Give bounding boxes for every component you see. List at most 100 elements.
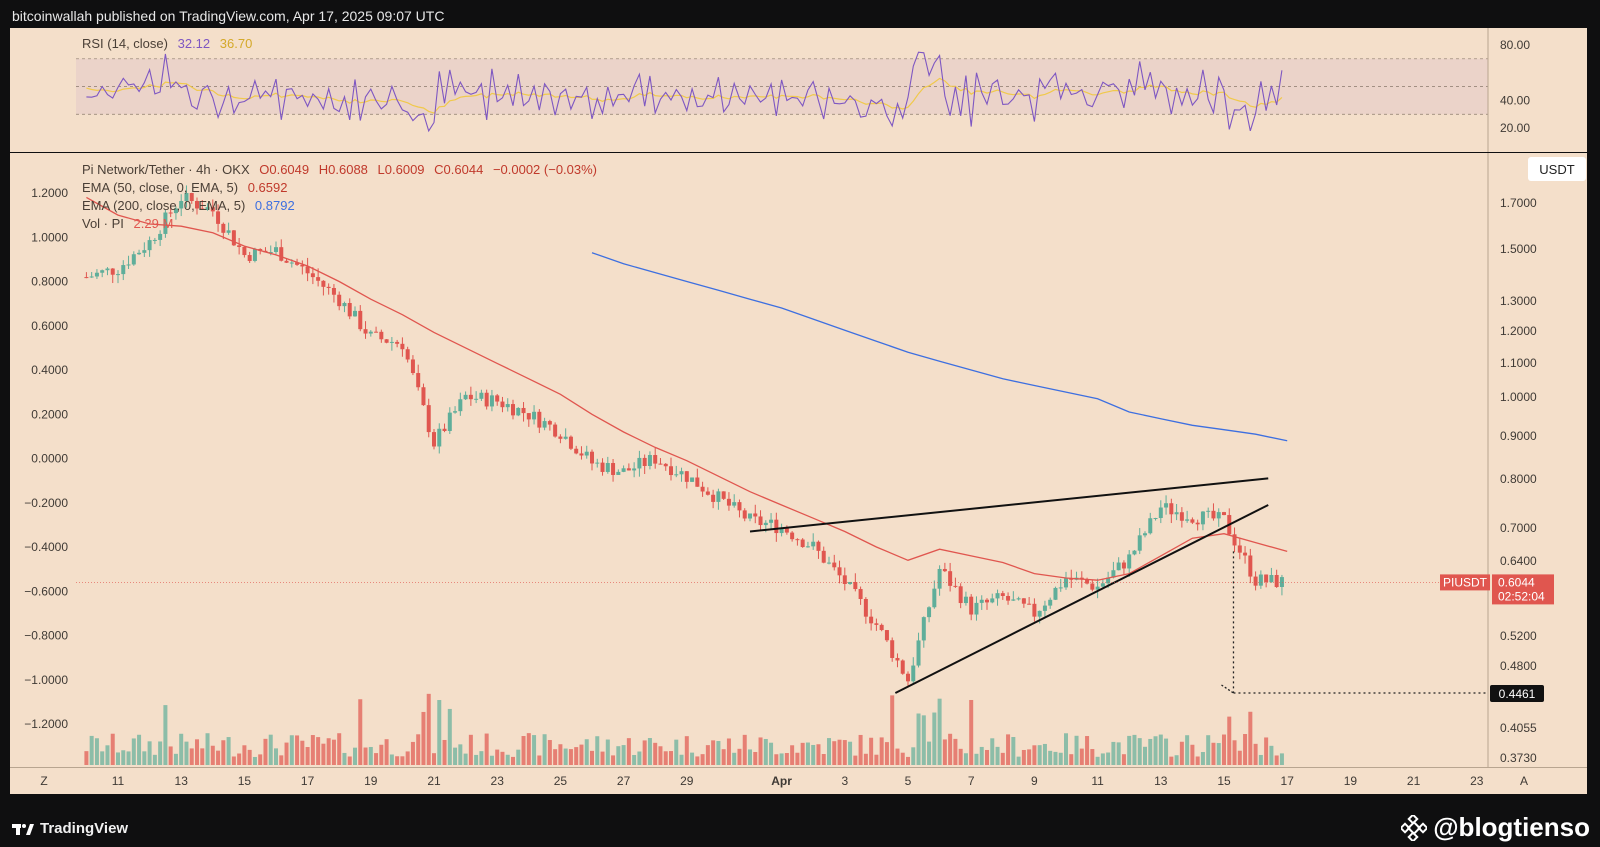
volume-bar [416, 734, 421, 765]
volume-bar [521, 736, 526, 765]
volume-bar [958, 748, 963, 765]
volume-bar [231, 756, 236, 765]
volume-bar [1164, 738, 1169, 765]
candle-body [516, 407, 521, 416]
volume-bar [547, 740, 552, 765]
x-tick-label: 25 [554, 774, 568, 788]
candle-body [384, 339, 389, 343]
candle-body [316, 277, 321, 281]
candle-body [358, 310, 363, 330]
volume-bar [421, 711, 426, 765]
candle-body [632, 468, 637, 471]
volume-bar [195, 739, 199, 765]
volume-bar [669, 751, 673, 765]
volume-bar [642, 740, 647, 765]
candle-body [858, 589, 863, 599]
watermark: @blogtienso [1401, 812, 1590, 843]
candle-body [1169, 503, 1174, 515]
candle-body [1058, 587, 1063, 589]
rsi-tick-label: 20.00 [1500, 121, 1530, 135]
volume-bar [453, 747, 458, 765]
volume-bar [705, 745, 710, 765]
volume-bar [784, 753, 789, 765]
volume-bar [1037, 745, 1042, 765]
candle-body [726, 498, 731, 506]
tradingview-logo[interactable]: TradingView [12, 820, 128, 837]
volume-bar [1016, 756, 1021, 765]
rsi-panel[interactable]: 80.00 40.00 20.00 RSI (14, close) 32.12 36… [10, 28, 1587, 152]
candle-body [131, 254, 136, 265]
volume-bar [463, 753, 468, 765]
volume-bar [1127, 735, 1132, 765]
right-tick-label: 0.9000 [1500, 429, 1537, 443]
volume-bar [690, 752, 695, 765]
volume-bar [94, 738, 99, 765]
right-tick-label: 1.0000 [1500, 390, 1537, 404]
candle-body [837, 567, 842, 576]
x-tick-label: 5 [905, 774, 912, 788]
currency-selector[interactable]: USDT [1528, 157, 1586, 181]
volume-bar [795, 752, 800, 765]
candle-body [590, 451, 594, 464]
volume-bar [674, 739, 679, 765]
candle-body [916, 640, 921, 666]
x-tick-label: 23 [491, 774, 505, 788]
ema50-label: EMA (50, close, 0, EMA, 5) [82, 180, 239, 195]
wedge-lower-trendline [894, 504, 1269, 694]
candle-body [690, 477, 695, 482]
volume-bar [953, 738, 958, 765]
volume-bar [700, 754, 705, 765]
candle-body [663, 463, 668, 467]
candle-body [1232, 534, 1237, 546]
candle-body [426, 405, 431, 433]
rsi-tick-label: 40.00 [1500, 93, 1530, 107]
volume-bar [89, 735, 94, 765]
candle-body [737, 502, 742, 511]
volume-bar [142, 751, 147, 765]
volume-bar [790, 745, 795, 765]
candle-body [121, 265, 126, 275]
price-panel[interactable]: 1.2000 1.0000 0.8000 0.6000 0.4000 0.2000 0.00… [10, 153, 1587, 767]
volume-bar [1095, 756, 1100, 765]
volume-bar [437, 700, 442, 765]
volume-bar [821, 754, 826, 765]
candle-body [179, 200, 184, 209]
right-tick-label: 1.2000 [1500, 324, 1537, 338]
volume-bar [895, 748, 900, 765]
candle-body [468, 394, 473, 400]
candle-body [1100, 583, 1105, 587]
candle-body [200, 208, 205, 210]
volume-bar [1222, 734, 1226, 765]
candle-body [1253, 576, 1258, 586]
left-tick-label: 0.6000 [31, 319, 68, 333]
candle-body [1185, 519, 1190, 521]
candle-body [684, 471, 689, 482]
right-tick-label: 1.5000 [1500, 242, 1537, 256]
left-tick-label: −0.6000 [24, 584, 68, 598]
volume-bar [121, 750, 126, 765]
volume-bar [152, 754, 157, 765]
time-axis[interactable]: Z 11 13 15 17 19 21 23 25 27 29 Apr 3 5 7 9 11 13 15 17 19 21… [10, 767, 1587, 794]
candle-body [948, 571, 953, 586]
candle-body [637, 457, 642, 469]
candle-body [958, 586, 963, 604]
ohlc-close: C0.6044 [434, 162, 484, 177]
candle-body [758, 516, 763, 526]
left-tick-label: −0.2000 [24, 496, 68, 510]
candle-body [1127, 554, 1132, 569]
volume-bar [474, 754, 479, 765]
candle-body [1258, 574, 1263, 586]
candle-body [353, 310, 357, 317]
candle-body [1011, 599, 1016, 601]
candle-body [611, 463, 616, 475]
candle-body [1090, 583, 1095, 590]
volume-bar [168, 746, 173, 765]
volume-bar [563, 748, 568, 765]
candle-body [405, 349, 410, 360]
x-tick-label: 13 [1154, 774, 1168, 788]
candle-body [679, 471, 684, 475]
candle-body [268, 252, 273, 254]
candle-body [542, 421, 547, 428]
candle-body [942, 568, 947, 572]
candle-body [1032, 603, 1037, 617]
